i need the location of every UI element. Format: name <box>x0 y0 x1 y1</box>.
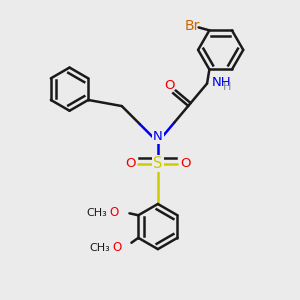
Text: S: S <box>153 156 163 171</box>
Text: O: O <box>164 79 175 92</box>
Text: NH: NH <box>212 76 232 89</box>
Text: CH₃: CH₃ <box>89 243 110 253</box>
Text: O: O <box>125 157 136 170</box>
Text: O: O <box>180 157 190 170</box>
Text: Br: Br <box>185 19 200 33</box>
Text: O: O <box>112 241 122 254</box>
Text: N: N <box>153 130 163 143</box>
Text: O: O <box>110 206 119 219</box>
Text: H: H <box>223 82 232 92</box>
Text: CH₃: CH₃ <box>86 208 107 218</box>
